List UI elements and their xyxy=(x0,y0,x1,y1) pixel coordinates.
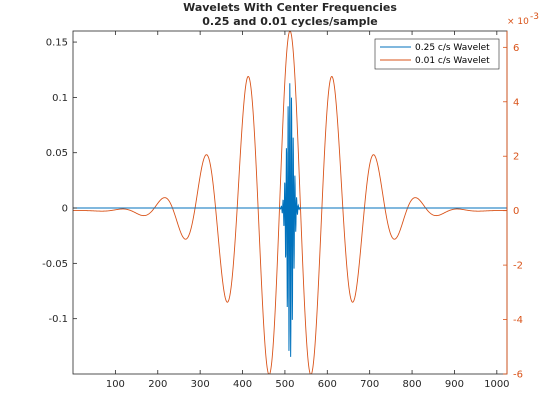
legend-label-series-1: 0.25 c/s Wavelet xyxy=(415,43,490,53)
legend-label-series-2: 0.01 c/s Wavelet xyxy=(415,56,490,66)
x-tick-label: 200 xyxy=(148,379,167,390)
y-tick-label-right: 0 xyxy=(513,206,519,217)
chart-title-line2: 0.25 and 0.01 cycles/sample xyxy=(202,15,377,28)
chart-title-line1: Wavelets With Center Frequencies xyxy=(183,1,397,14)
x-tick-label: 500 xyxy=(275,379,294,390)
y-tick-label-right: -4 xyxy=(513,315,523,326)
y-tick-label-right: -2 xyxy=(513,261,523,272)
right-axis-exponent: × 10 -3 xyxy=(507,12,539,27)
y-tick-label-left: 0.05 xyxy=(46,148,68,159)
legend-box xyxy=(374,38,500,70)
y-tick-label-left: 0.15 xyxy=(46,38,68,49)
y-tick-label-right: -6 xyxy=(513,370,523,381)
y-tick-label-left: -0.05 xyxy=(42,259,68,270)
y-tick-label-left: 0 xyxy=(62,204,68,215)
y-tick-label-left: 0.1 xyxy=(52,93,68,104)
right-axis-multiplier: × 10 xyxy=(507,17,529,27)
x-tick-label: 400 xyxy=(233,379,252,390)
x-tick-label: 600 xyxy=(318,379,337,390)
series-line-0.01-wavelet xyxy=(73,31,507,374)
x-tick-label: 900 xyxy=(445,379,464,390)
y-tick-label-right: 6 xyxy=(513,43,519,54)
x-tick-label: 300 xyxy=(191,379,210,390)
x-tick-label: 100 xyxy=(106,379,125,390)
series-line-0.25-wavelet xyxy=(73,83,507,357)
y-tick-label-right: 2 xyxy=(513,152,519,163)
x-tick-label: 700 xyxy=(360,379,379,390)
y-tick-label-right: 4 xyxy=(513,97,519,108)
x-tick-label: 800 xyxy=(403,379,422,390)
y-tick-label-left: -0.1 xyxy=(48,314,68,325)
legend: 0.25 c/s Wavelet 0.01 c/s Wavelet xyxy=(374,38,500,70)
right-axis-exponent-value: -3 xyxy=(530,12,539,22)
x-tick-label: 1000 xyxy=(484,379,509,390)
